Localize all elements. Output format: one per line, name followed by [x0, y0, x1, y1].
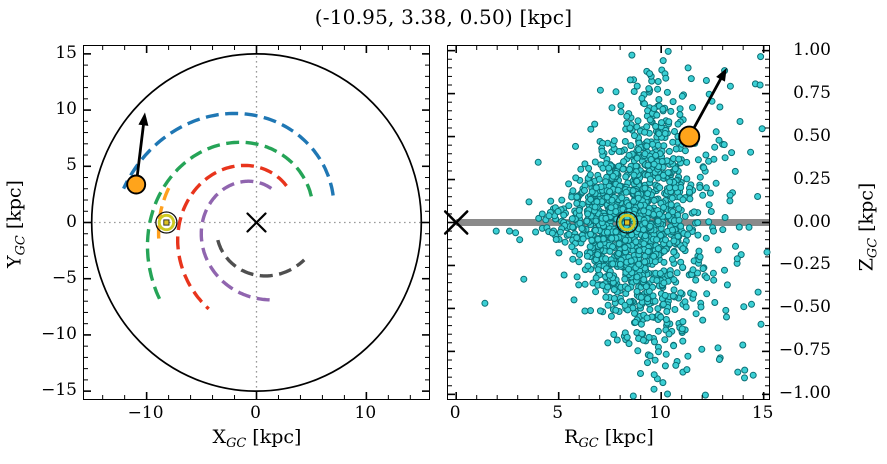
tick-label: 1.00	[793, 39, 831, 60]
x-axis-label-unit: [kpc]	[598, 426, 654, 448]
x-axis-label-subscript: GC	[578, 436, 599, 452]
tick-label: −10	[41, 323, 77, 344]
tick-label: 0.75	[793, 82, 831, 103]
x-axis-label-left-panel: XGC [kpc]	[213, 426, 302, 451]
tick-label: 0	[250, 403, 261, 423]
tick-label: 15	[751, 403, 774, 423]
disk-boundary-circle	[90, 53, 423, 392]
velocity-arrow	[134, 112, 149, 185]
tick-label: 0.50	[793, 125, 831, 146]
y-axis-label-right-panel: ZGC [kpc]	[855, 183, 880, 272]
x-axis-label-subscript: GC	[226, 436, 247, 452]
figure-title: (-10.95, 3.38, 0.50) [kpc]	[314, 5, 573, 29]
spiral-arm-purple	[199, 179, 273, 302]
x-axis-label-symbol: X	[212, 426, 227, 448]
y-axis-label-unit: [kpc]	[855, 182, 878, 238]
tick-label: 0	[449, 403, 461, 423]
tick-label: −15	[41, 380, 77, 401]
tick-label: 15	[55, 42, 77, 63]
axis-ticks	[84, 46, 429, 399]
rz-plot-canvas	[443, 46, 771, 400]
tick-label: 5	[66, 155, 77, 176]
xy-plane-panel	[83, 45, 430, 400]
spiral-arm-gray	[216, 239, 306, 278]
spiral-arm-blue	[122, 111, 335, 196]
x-axis-label-symbol: R	[564, 426, 579, 448]
tick-label: −1.00	[778, 383, 831, 404]
y-axis-label-unit: [kpc]	[3, 180, 26, 236]
y-axis-label-symbol: Z	[855, 258, 878, 272]
tick-label: 5	[552, 403, 564, 423]
tick-label: −0.25	[778, 254, 831, 275]
galactic-center-marker	[443, 210, 469, 235]
scatter-points	[481, 47, 771, 400]
rz-plane-panel	[443, 45, 771, 400]
y-axis-label-subscript: GC	[865, 237, 881, 259]
spiral-arm-red	[176, 163, 288, 311]
velocity-arrow	[688, 67, 727, 138]
tick-label: 0	[66, 211, 77, 232]
spiral-arm-green	[145, 140, 313, 302]
sun-marker	[616, 211, 639, 234]
axis-ticks	[448, 46, 769, 399]
tick-label: 0.25	[793, 168, 831, 189]
tick-label: 10	[354, 403, 377, 423]
tick-label: 0.00	[793, 211, 831, 232]
y-axis-label-left-panel: YGC [kpc]	[3, 180, 28, 268]
sun-marker	[155, 211, 178, 234]
star-marker	[678, 125, 701, 148]
tick-label: 10	[649, 403, 671, 423]
y-axis-label-symbol: Y	[3, 255, 26, 268]
tick-label: −0.75	[778, 340, 831, 361]
xy-plot-canvas	[84, 46, 429, 399]
tick-label: −10	[127, 403, 164, 423]
star-marker	[126, 174, 147, 195]
tick-label: −5	[51, 267, 77, 288]
tick-label: −0.50	[778, 297, 831, 318]
y-axis-label-subscript: GC	[13, 235, 29, 256]
x-axis-label-right-panel: RGC [kpc]	[564, 426, 654, 451]
tick-label: 10	[55, 99, 77, 120]
x-axis-label-unit: [kpc]	[246, 426, 302, 448]
galactic-center-marker	[246, 212, 267, 233]
